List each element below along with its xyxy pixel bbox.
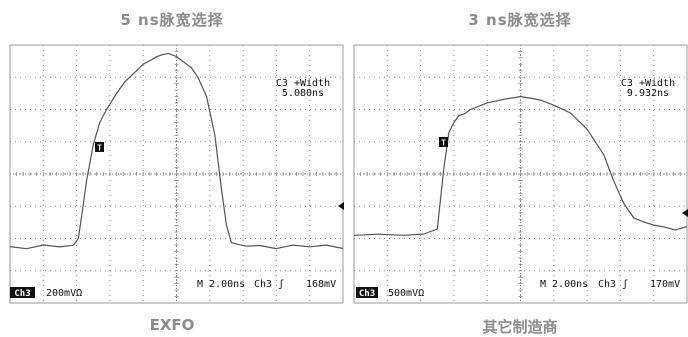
- right-trigger-level-arrow: [682, 209, 688, 217]
- svg-text:T: T: [441, 139, 446, 148]
- right-grid: [353, 44, 688, 304]
- left-timebase-text: M 2.00ns: [197, 279, 245, 290]
- right-panel: 3 ns脉宽选择 C3 +Width 9.932ns T M 2.00ns Ch…: [352, 0, 688, 336]
- right-panel-title: 3 ns脉宽选择: [468, 11, 572, 29]
- svg-text:Ch3: Ch3: [14, 289, 30, 299]
- left-measure-label: C3 +Width: [276, 78, 330, 89]
- left-trigger-marker: T: [95, 142, 104, 153]
- right-panel-caption: 其它制造商: [482, 318, 558, 336]
- left-oscilloscope-chart: C3 +Width 5.080ns T M 2.00ns Ch3 ʃ 168mV…: [9, 44, 344, 304]
- left-trace-group: [9, 52, 344, 250]
- right-measure-label: C3 +Width: [621, 78, 675, 89]
- right-trig-level-text: 170mV: [650, 279, 680, 290]
- right-oscilloscope-chart: C3 +Width 9.932ns T M 2.00ns Ch3 ʃ 170mV…: [353, 44, 688, 304]
- left-measure-value: 5.080ns: [282, 88, 324, 99]
- right-scale-text: 500mVΩ: [388, 288, 424, 299]
- left-pulse-trace: [9, 52, 344, 250]
- left-trig-source-text: Ch3 ʃ: [254, 279, 284, 290]
- left-trigger-level-arrow: [338, 202, 344, 210]
- svg-text:T: T: [97, 144, 102, 153]
- left-panel: 5 ns脉宽选择 C3 +Width 5.080ns T M 2.00ns Ch…: [0, 0, 344, 336]
- right-scope-screen: C3 +Width 9.932ns T M 2.00ns Ch3 ʃ 170mV…: [352, 42, 688, 306]
- left-scope-screen: C3 +Width 5.080ns T M 2.00ns Ch3 ʃ 168mV…: [0, 42, 344, 306]
- right-trig-source-text: Ch3 ʃ: [598, 279, 628, 290]
- right-timebase-text: M 2.00ns: [540, 279, 588, 290]
- left-trig-level-text: 168mV: [306, 279, 336, 290]
- right-trigger-marker: T: [439, 137, 448, 148]
- right-pulse-trace: [353, 96, 688, 236]
- left-panel-caption: EXFO: [149, 316, 195, 334]
- right-measure-value: 9.932ns: [627, 88, 669, 99]
- left-scale-text: 200mVΩ: [46, 288, 82, 299]
- right-channel-tag: Ch3: [356, 287, 378, 299]
- left-grid: [9, 44, 344, 304]
- left-channel-tag: Ch3: [10, 287, 35, 299]
- svg-text:Ch3: Ch3: [359, 289, 375, 299]
- right-trace-group: [353, 96, 688, 236]
- left-panel-title: 5 ns脉宽选择: [120, 11, 224, 29]
